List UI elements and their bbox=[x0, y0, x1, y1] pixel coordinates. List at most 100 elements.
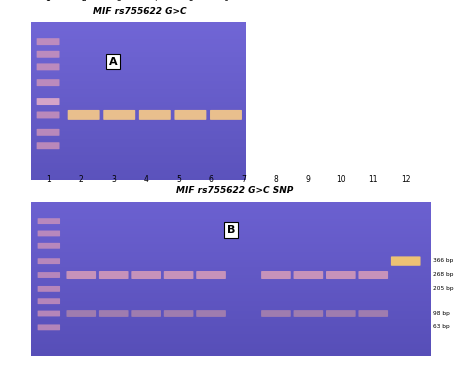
Bar bbox=[31, 213, 431, 215]
Bar bbox=[31, 243, 431, 246]
Bar bbox=[31, 127, 246, 130]
Bar bbox=[31, 223, 431, 225]
Bar bbox=[31, 230, 431, 233]
Bar bbox=[31, 302, 431, 305]
Bar bbox=[31, 297, 431, 300]
Text: 2: 2 bbox=[79, 175, 83, 184]
Bar bbox=[31, 323, 431, 325]
Bar bbox=[31, 41, 246, 43]
Bar bbox=[31, 109, 246, 112]
Bar bbox=[31, 217, 431, 220]
Bar bbox=[31, 253, 431, 256]
Bar bbox=[31, 51, 246, 54]
Bar bbox=[31, 264, 431, 266]
Bar bbox=[31, 83, 246, 85]
Bar bbox=[31, 312, 431, 315]
Bar bbox=[31, 78, 246, 80]
Bar bbox=[31, 305, 431, 308]
Bar bbox=[31, 80, 246, 83]
Text: 12: 12 bbox=[401, 175, 410, 184]
FancyBboxPatch shape bbox=[131, 271, 161, 279]
Bar bbox=[31, 300, 431, 302]
FancyBboxPatch shape bbox=[37, 286, 60, 292]
Bar bbox=[31, 35, 246, 38]
FancyBboxPatch shape bbox=[36, 112, 60, 118]
Bar bbox=[31, 30, 246, 33]
Bar bbox=[31, 292, 431, 295]
Bar bbox=[31, 106, 246, 109]
Bar bbox=[31, 33, 246, 35]
Bar bbox=[31, 308, 431, 310]
FancyBboxPatch shape bbox=[164, 310, 193, 317]
Text: 4: 4 bbox=[144, 175, 149, 184]
Bar bbox=[31, 202, 431, 205]
Bar bbox=[31, 207, 431, 210]
Bar bbox=[31, 46, 246, 49]
Bar bbox=[31, 343, 431, 346]
Bar bbox=[31, 117, 246, 119]
Bar bbox=[31, 91, 246, 93]
FancyBboxPatch shape bbox=[37, 218, 60, 224]
FancyBboxPatch shape bbox=[358, 271, 388, 279]
Bar bbox=[31, 238, 431, 241]
Bar bbox=[31, 333, 431, 336]
Bar bbox=[31, 156, 246, 159]
Bar bbox=[31, 38, 246, 41]
FancyBboxPatch shape bbox=[196, 310, 226, 317]
Text: 9: 9 bbox=[306, 175, 311, 184]
Bar bbox=[31, 287, 431, 289]
Bar bbox=[31, 64, 246, 67]
Bar bbox=[31, 56, 246, 59]
Bar bbox=[31, 318, 431, 320]
Bar bbox=[31, 177, 246, 180]
FancyBboxPatch shape bbox=[37, 298, 60, 304]
Text: 63 bp: 63 bp bbox=[433, 324, 450, 329]
FancyBboxPatch shape bbox=[103, 110, 135, 120]
FancyBboxPatch shape bbox=[139, 110, 171, 120]
Bar bbox=[31, 70, 246, 72]
Bar bbox=[31, 161, 246, 164]
Bar bbox=[31, 104, 246, 106]
Bar bbox=[31, 259, 431, 261]
FancyBboxPatch shape bbox=[36, 98, 60, 105]
Bar bbox=[31, 130, 246, 133]
Bar bbox=[31, 146, 246, 148]
Bar bbox=[31, 25, 246, 27]
Bar bbox=[31, 59, 246, 62]
FancyBboxPatch shape bbox=[36, 63, 60, 70]
Bar bbox=[31, 119, 246, 122]
Text: 268 bp: 268 bp bbox=[433, 272, 454, 277]
Bar bbox=[31, 88, 246, 91]
FancyBboxPatch shape bbox=[37, 243, 60, 249]
Bar bbox=[31, 215, 431, 217]
FancyBboxPatch shape bbox=[293, 271, 323, 279]
FancyBboxPatch shape bbox=[37, 272, 60, 278]
Text: 98 bp: 98 bp bbox=[433, 311, 450, 316]
Text: 3: 3 bbox=[117, 0, 122, 3]
Bar bbox=[31, 272, 431, 274]
Bar bbox=[31, 266, 431, 269]
FancyBboxPatch shape bbox=[164, 271, 193, 279]
Bar bbox=[31, 141, 246, 143]
Bar bbox=[31, 338, 431, 341]
Bar bbox=[31, 261, 431, 264]
Text: 10: 10 bbox=[336, 175, 346, 184]
Bar bbox=[31, 143, 246, 146]
FancyBboxPatch shape bbox=[36, 79, 60, 86]
Text: MIF rs755622 G>C: MIF rs755622 G>C bbox=[93, 7, 187, 16]
Bar bbox=[31, 325, 431, 328]
FancyBboxPatch shape bbox=[37, 258, 60, 264]
Bar bbox=[31, 284, 431, 287]
Text: 5: 5 bbox=[188, 0, 193, 3]
Text: 11: 11 bbox=[368, 175, 378, 184]
Bar bbox=[31, 269, 431, 272]
FancyBboxPatch shape bbox=[210, 110, 242, 120]
Text: 8: 8 bbox=[273, 175, 278, 184]
Bar bbox=[31, 256, 431, 259]
Bar bbox=[31, 241, 431, 243]
Bar bbox=[31, 328, 431, 331]
Bar bbox=[31, 289, 431, 292]
Text: 205 bp: 205 bp bbox=[433, 286, 454, 291]
Bar bbox=[31, 279, 431, 282]
Text: MIF rs755622 G>C SNP: MIF rs755622 G>C SNP bbox=[176, 186, 293, 195]
